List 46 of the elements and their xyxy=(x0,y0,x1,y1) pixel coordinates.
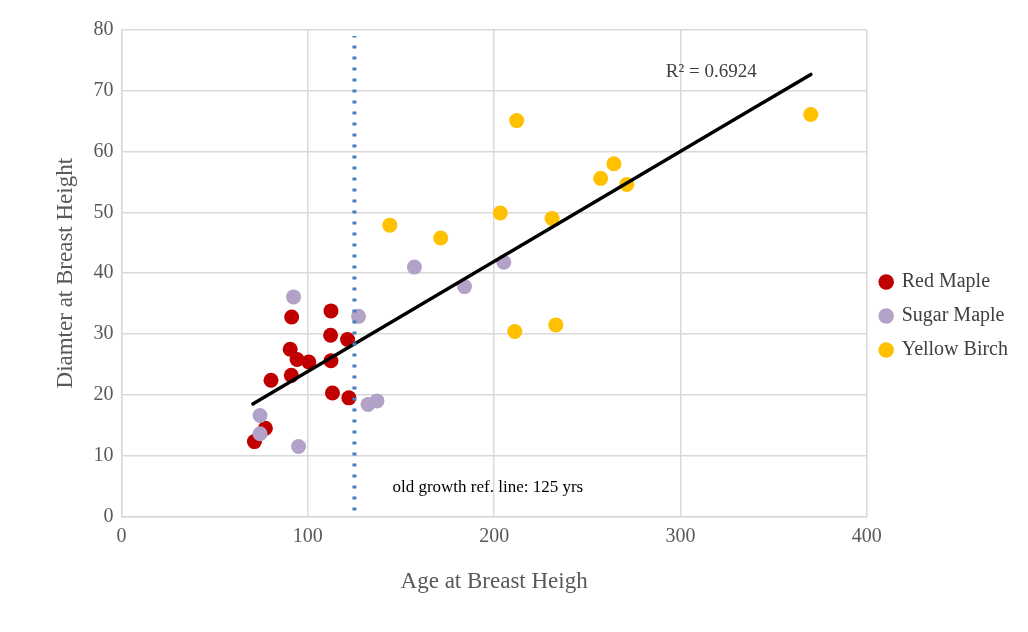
x-tick-label: 300 xyxy=(665,523,696,546)
point xyxy=(323,327,339,343)
legend-label: Sugar Maple xyxy=(901,303,1005,327)
point xyxy=(341,390,357,406)
y-tick-label: 10 xyxy=(93,442,114,465)
point xyxy=(803,107,819,123)
point xyxy=(284,309,300,325)
point xyxy=(263,372,279,388)
legend-label: Red Maple xyxy=(901,269,991,293)
point xyxy=(544,210,560,226)
point xyxy=(291,438,307,454)
point xyxy=(286,289,302,305)
ref-line-label: old growth ref. line: 125 yrs xyxy=(392,476,584,496)
point xyxy=(252,426,268,442)
point xyxy=(382,217,398,233)
point xyxy=(324,385,340,401)
point xyxy=(282,341,298,357)
y-tick-label: 80 xyxy=(93,17,114,40)
point xyxy=(507,324,523,340)
point xyxy=(351,308,367,324)
point xyxy=(492,205,508,221)
point xyxy=(606,156,622,172)
point xyxy=(548,317,564,333)
x-axis-title: Age at Breast Heigh xyxy=(400,568,589,594)
point xyxy=(301,354,317,370)
point xyxy=(406,259,422,275)
x-tick-label: 200 xyxy=(479,523,510,546)
annotation: R² = 0.6924 xyxy=(665,60,758,82)
point xyxy=(323,303,339,319)
y-tick-label: 50 xyxy=(93,199,114,222)
point xyxy=(340,331,356,347)
y-tick-label: 40 xyxy=(93,260,114,283)
y-axis-title: Diamter at Breast Height xyxy=(51,157,77,389)
x-tick-label: 100 xyxy=(292,523,323,546)
y-tick-label: 20 xyxy=(93,382,114,405)
point xyxy=(509,113,525,129)
y-tick-label: 60 xyxy=(93,138,114,161)
y-tick-label: 70 xyxy=(93,78,114,101)
point xyxy=(369,393,385,409)
x-tick-label: 400 xyxy=(851,523,882,546)
point xyxy=(593,170,609,186)
point xyxy=(252,407,268,423)
y-tick-label: 30 xyxy=(93,321,114,344)
legend-label: Yellow Birch xyxy=(901,337,1008,360)
y-tick-label: 0 xyxy=(103,503,114,526)
point xyxy=(433,230,449,246)
